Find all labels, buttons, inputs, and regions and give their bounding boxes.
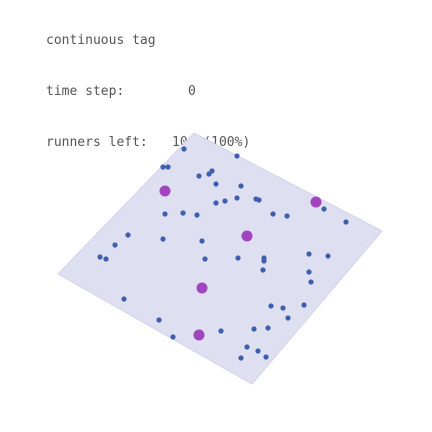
runner-dot bbox=[194, 212, 200, 218]
runner-dot bbox=[196, 173, 202, 179]
runner-dot bbox=[265, 325, 271, 331]
runner-dot bbox=[103, 256, 109, 262]
runner-dot bbox=[284, 213, 290, 219]
runner-dot bbox=[165, 164, 171, 170]
runner-dot bbox=[202, 256, 208, 262]
time-step-label: time step: bbox=[46, 84, 125, 99]
runner-dot bbox=[162, 211, 168, 217]
runner-dot bbox=[170, 334, 176, 340]
runners-layer bbox=[97, 146, 349, 361]
runner-dot bbox=[308, 279, 314, 285]
runner-dot bbox=[261, 258, 267, 264]
tagger-dot bbox=[241, 230, 253, 242]
runner-dot bbox=[234, 153, 240, 159]
tagger-dot bbox=[159, 185, 171, 197]
runner-dot bbox=[199, 238, 205, 244]
runner-dot bbox=[222, 198, 228, 204]
taggers-layer bbox=[159, 185, 322, 341]
runner-dot bbox=[235, 255, 241, 261]
tagger-dot bbox=[193, 329, 205, 341]
runner-dot bbox=[125, 232, 131, 238]
runner-dot bbox=[238, 183, 244, 189]
runner-dot bbox=[160, 236, 166, 242]
runner-dot bbox=[244, 344, 250, 350]
runner-dot bbox=[213, 181, 219, 187]
runner-dot bbox=[251, 326, 257, 332]
game-title: continuous tag bbox=[46, 33, 156, 48]
runner-dot bbox=[268, 303, 274, 309]
runner-dot bbox=[343, 219, 349, 225]
runner-dot bbox=[181, 146, 187, 152]
runner-dot bbox=[306, 269, 312, 275]
runner-dot bbox=[280, 305, 286, 311]
runner-dot bbox=[301, 302, 307, 308]
runner-dot bbox=[325, 253, 331, 259]
runner-dot bbox=[213, 200, 219, 206]
time-step-row: time step: 0 bbox=[46, 83, 250, 100]
runner-dot bbox=[121, 296, 127, 302]
runner-dot bbox=[218, 328, 224, 334]
runner-dot bbox=[112, 242, 118, 248]
runner-dot bbox=[263, 354, 269, 360]
runner-dot bbox=[234, 195, 240, 201]
runner-dot bbox=[238, 355, 244, 361]
runner-dot bbox=[180, 210, 186, 216]
runner-dot bbox=[206, 171, 212, 177]
runner-dot bbox=[256, 197, 262, 203]
tagger-dot bbox=[310, 196, 322, 208]
runner-dot bbox=[160, 164, 166, 170]
runner-dot bbox=[306, 251, 312, 257]
runner-dot bbox=[270, 211, 276, 217]
runners-left-label: runners left: bbox=[46, 135, 148, 150]
tagger-dot bbox=[196, 282, 208, 294]
runner-dot bbox=[285, 315, 291, 321]
runner-dot bbox=[260, 267, 266, 273]
runner-dot bbox=[321, 206, 327, 212]
time-step-value: 0 bbox=[188, 84, 196, 99]
runner-dot bbox=[156, 317, 162, 323]
runner-dot bbox=[255, 348, 261, 354]
runner-dot bbox=[97, 254, 103, 260]
